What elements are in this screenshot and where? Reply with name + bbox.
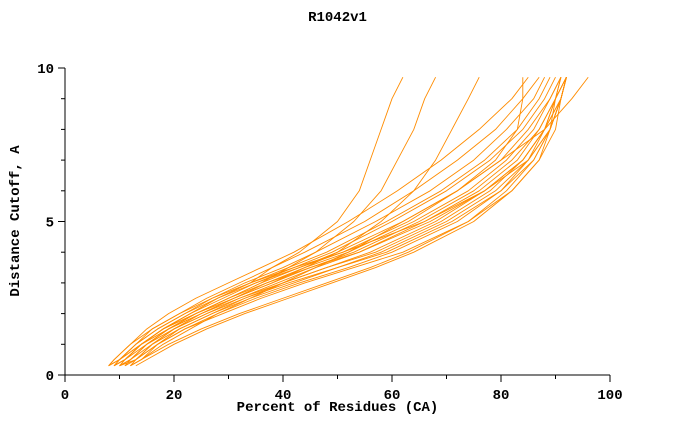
y-tick-label: 5 xyxy=(46,216,54,232)
model-curve xyxy=(108,77,562,367)
x-tick-label: 20 xyxy=(166,388,183,404)
chart-title: R1042v1 xyxy=(308,10,367,26)
y-tick-label: 0 xyxy=(46,369,54,385)
model-curve xyxy=(113,77,404,367)
model-curve xyxy=(108,76,540,367)
model-curve xyxy=(108,77,567,367)
model-curve xyxy=(113,77,546,367)
model-curve xyxy=(130,77,567,367)
model-curve xyxy=(135,77,567,367)
x-tick-label: 100 xyxy=(597,388,622,404)
model-curve xyxy=(124,77,567,367)
model-curve xyxy=(124,77,567,367)
x-tick-label: 60 xyxy=(384,388,401,404)
y-tick-label: 10 xyxy=(37,62,54,78)
x-tick-label: 80 xyxy=(493,388,510,404)
model-curve xyxy=(119,77,567,367)
model-curve xyxy=(130,77,562,367)
model-curve xyxy=(108,76,529,367)
model-curve xyxy=(119,77,567,367)
x-tick-label: 40 xyxy=(275,388,292,404)
model-curve xyxy=(113,77,524,367)
x-tick-label: 0 xyxy=(61,388,69,404)
model-curve xyxy=(119,77,437,367)
x-axis-label: Percent of Residues (CA) xyxy=(236,400,439,416)
model-curve xyxy=(124,77,562,367)
